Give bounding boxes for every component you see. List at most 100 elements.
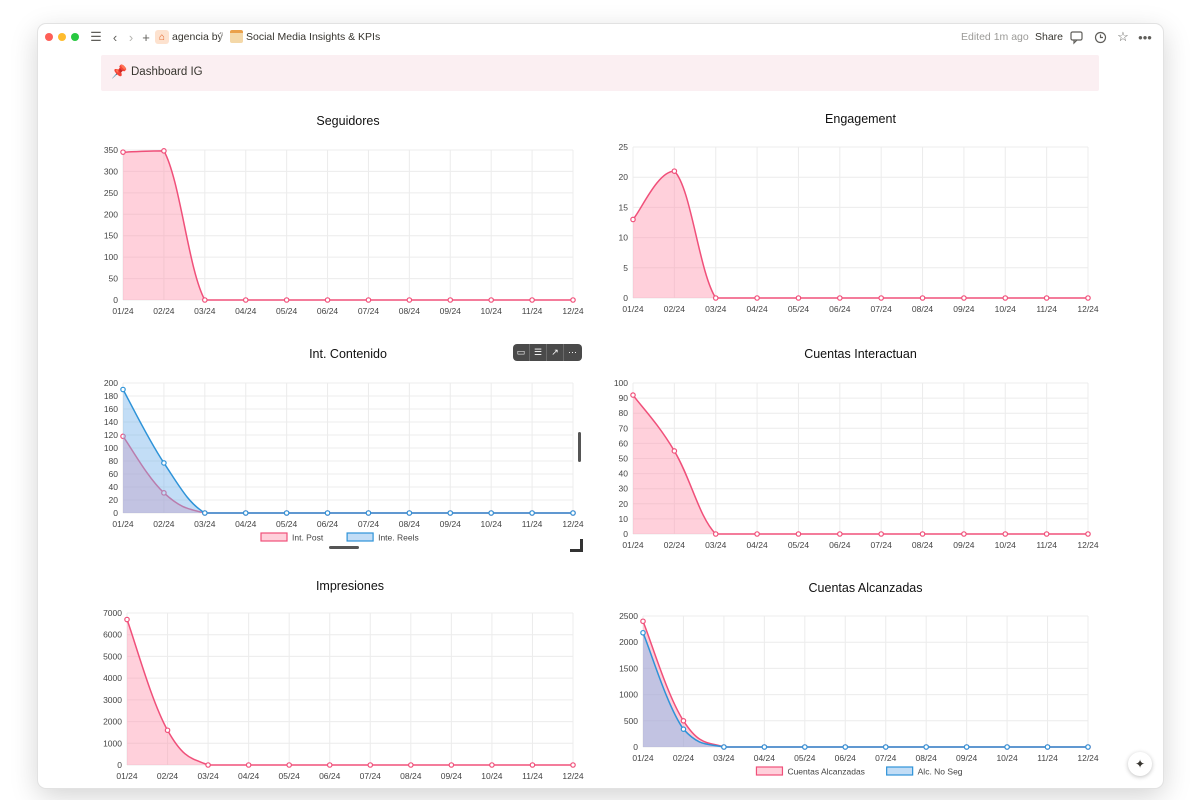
data-point-cuentas-alcanzadas-0-0[interactable]	[640, 618, 646, 625]
data-point-impresiones-0-8[interactable]	[448, 762, 455, 768]
data-point-seguidores-0-4[interactable]	[283, 297, 290, 303]
data-point-seguidores-0-6[interactable]	[365, 297, 372, 303]
data-point-int-contenido-1-3[interactable]	[242, 510, 249, 516]
data-point-cuentas-interactuan-0-11[interactable]	[1085, 531, 1091, 537]
data-point-seguidores-0-9[interactable]	[488, 297, 494, 303]
data-point-cuentas-interactuan-0-10[interactable]	[1043, 531, 1050, 537]
data-point-engagement-0-9[interactable]	[1002, 295, 1009, 301]
maximize-window-button[interactable]	[71, 33, 79, 41]
share-button[interactable]: Share	[1035, 31, 1064, 43]
data-point-cuentas-alcanzadas-1-1[interactable]	[680, 726, 687, 732]
data-point-engagement-0-8[interactable]	[961, 295, 967, 301]
data-point-engagement-0-5[interactable]	[837, 295, 843, 301]
resize-handle-bottom[interactable]	[329, 546, 359, 549]
toolbar-open-icon[interactable]: ↗	[547, 344, 564, 361]
history-clock-icon[interactable]	[1092, 29, 1108, 45]
data-point-int-contenido-1-5[interactable]	[324, 510, 331, 516]
data-point-int-contenido-1-2[interactable]	[202, 510, 208, 516]
close-window-button[interactable]	[45, 33, 53, 41]
legend-label[interactable]: Inte. Reels	[378, 533, 419, 543]
data-point-cuentas-alcanzadas-1-3[interactable]	[761, 744, 768, 750]
data-point-impresiones-0-6[interactable]	[367, 762, 374, 768]
data-point-seguidores-0-0[interactable]	[120, 149, 126, 155]
comment-icon[interactable]	[1068, 29, 1084, 45]
new-page-plus-icon[interactable]: +	[142, 29, 150, 45]
data-point-int-contenido-1-7[interactable]	[406, 510, 413, 516]
data-point-impresiones-0-1[interactable]	[164, 727, 171, 734]
data-point-cuentas-alcanzadas-1-0[interactable]	[640, 629, 646, 636]
data-point-cuentas-interactuan-0-0[interactable]	[630, 392, 636, 398]
more-options-icon[interactable]: •••	[1138, 29, 1152, 45]
data-point-engagement-0-1[interactable]	[671, 168, 678, 174]
data-point-engagement-0-6[interactable]	[878, 295, 884, 301]
legend-label[interactable]: Int. Post	[292, 533, 324, 543]
data-point-int-contenido-1-4[interactable]	[283, 510, 290, 516]
data-point-cuentas-alcanzadas-1-6[interactable]	[882, 744, 889, 750]
data-point-cuentas-alcanzadas-1-11[interactable]	[1085, 744, 1091, 750]
data-point-engagement-0-3[interactable]	[754, 295, 760, 301]
data-point-seguidores-0-2[interactable]	[202, 297, 208, 303]
data-point-seguidores-0-1[interactable]	[161, 148, 167, 154]
data-point-cuentas-alcanzadas-1-9[interactable]	[1004, 744, 1010, 750]
favorite-star-icon[interactable]: ☆	[1117, 29, 1129, 44]
data-point-int-contenido-1-0[interactable]	[120, 386, 126, 393]
data-point-engagement-0-10[interactable]	[1043, 295, 1050, 301]
menu-icon[interactable]: ☰	[90, 29, 102, 44]
data-point-engagement-0-0[interactable]	[630, 216, 636, 223]
data-point-cuentas-alcanzadas-1-5[interactable]	[842, 744, 849, 750]
data-point-cuentas-interactuan-0-6[interactable]	[878, 531, 884, 537]
legend-swatch[interactable]	[260, 532, 288, 542]
ai-sparkle-icon[interactable]: ✦	[1128, 752, 1152, 776]
data-point-int-contenido-0-1[interactable]	[161, 490, 167, 496]
data-point-cuentas-interactuan-0-1[interactable]	[671, 448, 678, 454]
data-point-impresiones-0-11[interactable]	[570, 762, 576, 768]
data-point-int-contenido-1-8[interactable]	[447, 510, 454, 516]
data-point-cuentas-alcanzadas-1-7[interactable]	[923, 744, 929, 750]
data-point-cuentas-alcanzadas-0-1[interactable]	[680, 717, 687, 724]
data-point-impresiones-0-4[interactable]	[286, 762, 292, 768]
data-point-cuentas-alcanzadas-1-8[interactable]	[963, 744, 970, 750]
data-point-seguidores-0-3[interactable]	[242, 297, 249, 303]
data-point-int-contenido-0-0[interactable]	[120, 433, 126, 440]
data-point-cuentas-interactuan-0-3[interactable]	[754, 531, 760, 537]
back-arrow-icon[interactable]: ‹	[112, 29, 118, 45]
legend-swatch[interactable]	[346, 532, 374, 542]
forward-arrow-icon[interactable]: ›	[128, 29, 134, 45]
data-point-engagement-0-7[interactable]	[919, 295, 926, 301]
data-point-cuentas-alcanzadas-1-10[interactable]	[1044, 744, 1051, 750]
data-point-cuentas-interactuan-0-4[interactable]	[795, 531, 802, 537]
data-point-seguidores-0-10[interactable]	[529, 297, 535, 303]
breadcrumb-page[interactable]: Social Media Insights & KPIs	[246, 31, 381, 43]
data-point-impresiones-0-10[interactable]	[529, 762, 536, 768]
data-point-cuentas-interactuan-0-8[interactable]	[961, 531, 967, 537]
resize-handle-corner[interactable]	[570, 539, 583, 552]
data-point-impresiones-0-9[interactable]	[489, 762, 495, 768]
minimize-window-button[interactable]	[58, 33, 66, 41]
callout-block[interactable]: 📌 Dashboard IG	[101, 55, 1099, 91]
legend-label[interactable]: Cuentas Alcanzadas	[787, 767, 865, 777]
data-point-engagement-0-4[interactable]	[795, 295, 802, 301]
data-point-cuentas-interactuan-0-9[interactable]	[1002, 531, 1009, 537]
data-point-int-contenido-1-6[interactable]	[365, 510, 372, 516]
data-point-cuentas-alcanzadas-1-2[interactable]	[721, 744, 727, 750]
legend-swatch[interactable]	[886, 766, 914, 776]
data-point-cuentas-interactuan-0-5[interactable]	[837, 531, 843, 537]
data-point-impresiones-0-7[interactable]	[408, 762, 414, 768]
data-point-int-contenido-1-1[interactable]	[161, 460, 167, 466]
data-point-seguidores-0-11[interactable]	[570, 297, 576, 303]
breadcrumb-workspace[interactable]: agencia bý	[172, 31, 223, 43]
data-point-int-contenido-1-11[interactable]	[570, 510, 576, 516]
data-point-cuentas-interactuan-0-2[interactable]	[712, 531, 719, 537]
data-point-cuentas-interactuan-0-7[interactable]	[919, 531, 926, 537]
data-point-impresiones-0-3[interactable]	[245, 762, 252, 768]
data-point-int-contenido-1-9[interactable]	[488, 510, 494, 516]
data-point-engagement-0-11[interactable]	[1085, 295, 1091, 301]
toolbar-more-icon[interactable]: ⋯	[568, 347, 577, 357]
toolbar-caption-icon[interactable]: ☰	[530, 344, 547, 361]
data-point-cuentas-alcanzadas-1-4[interactable]	[802, 744, 808, 750]
data-point-seguidores-0-7[interactable]	[406, 297, 413, 303]
data-point-int-contenido-1-10[interactable]	[529, 510, 535, 516]
data-point-seguidores-0-5[interactable]	[324, 297, 331, 303]
resize-handle-right[interactable]	[578, 432, 581, 462]
legend-swatch[interactable]	[755, 766, 784, 776]
